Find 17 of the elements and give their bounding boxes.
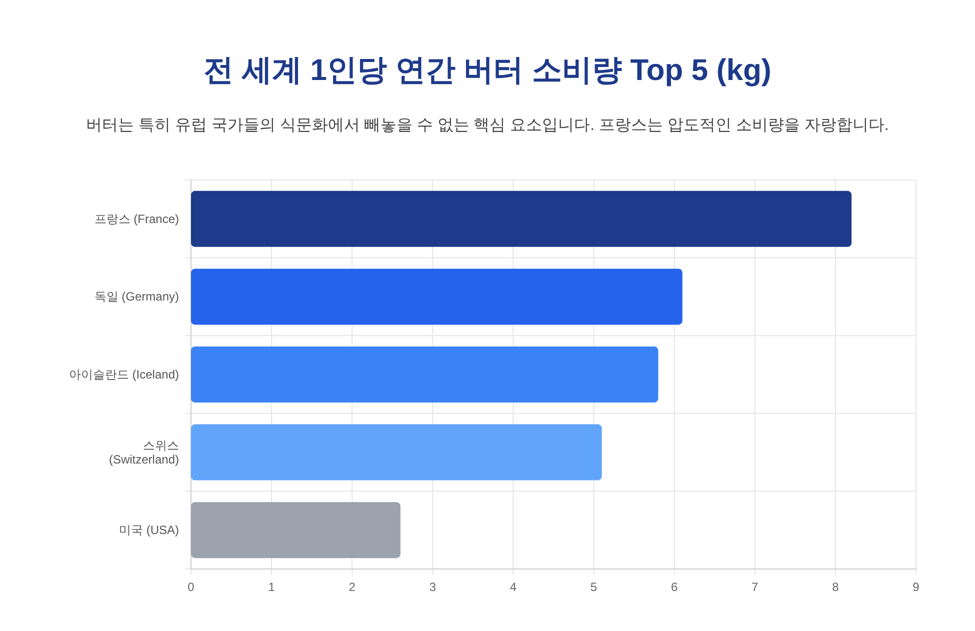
x-tick: 6: [671, 580, 678, 594]
title: 전 세계 1인당 연간 버터 소비량 Top 5 (kg): [204, 54, 772, 87]
x-tick: 9: [912, 580, 920, 594]
y-tick: 스위스 (Switzerland): [108, 438, 179, 466]
y-tick: 독일 (Germany): [94, 290, 179, 304]
y-tick: 미국 (USA): [119, 523, 179, 538]
subtitle: 버터는 특히 유럽 국가들의 식문화에서 빼놓을 수 없는 핵심 요소입니다. 프랑스는 압도적인 소비량을 자랑합니다.: [86, 117, 889, 134]
y-tick: 프랑스 (France): [94, 212, 179, 226]
x-tick: 0: [188, 580, 194, 594]
x-tick: 5: [590, 580, 598, 594]
x-tick: 3: [429, 580, 436, 594]
x-tick: 2: [348, 580, 356, 594]
x-tick: 4: [510, 580, 517, 594]
x-tick: 7: [752, 580, 758, 594]
x-tick: 8: [832, 580, 839, 594]
x-tick: 1: [268, 580, 275, 594]
y-tick: 아이슬란드 (Iceland): [68, 368, 179, 382]
